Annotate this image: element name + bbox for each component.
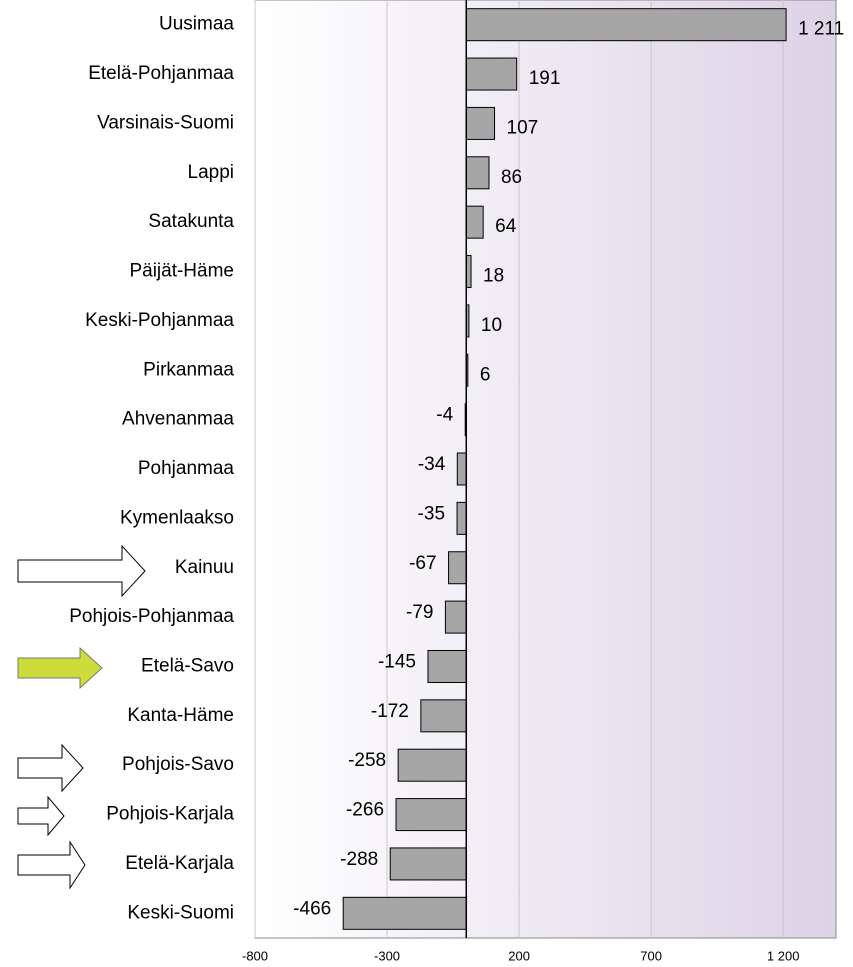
arrow — [17, 743, 84, 793]
bar — [444, 600, 467, 634]
x-tick-label: 700 — [640, 948, 662, 963]
bar — [456, 452, 467, 486]
category-label: Päijät-Häme — [129, 261, 234, 282]
value-label: -67 — [409, 553, 436, 574]
category-label: Lappi — [188, 162, 235, 183]
arrow — [17, 544, 146, 598]
bar — [456, 501, 467, 535]
value-label: -145 — [378, 651, 416, 672]
plot-area — [254, 0, 837, 939]
category-label: Pohjois-Karjala — [106, 804, 234, 825]
bar — [395, 798, 467, 832]
bar — [465, 57, 518, 91]
x-tick-label: 200 — [508, 948, 530, 963]
value-label: 6 — [480, 364, 491, 385]
bar — [427, 649, 467, 683]
grid — [254, 0, 784, 938]
category-label: Uusimaa — [159, 14, 234, 35]
bar — [465, 205, 484, 239]
bar — [397, 748, 467, 782]
value-label: 18 — [483, 266, 504, 287]
value-label: 86 — [501, 167, 522, 188]
value-label: 191 — [529, 68, 561, 89]
category-label: Kainuu — [175, 557, 234, 578]
value-label: 10 — [481, 315, 502, 336]
value-label: -288 — [340, 849, 378, 870]
x-tick-label: -800 — [242, 948, 268, 963]
value-label: -466 — [293, 898, 331, 919]
category-label: Pohjois-Savo — [122, 754, 234, 775]
category-label: Kanta-Häme — [127, 705, 234, 726]
value-label: 64 — [495, 216, 517, 237]
category-label: Satakunta — [148, 211, 234, 232]
value-label: -34 — [418, 454, 446, 475]
category-label: Etelä-Pohjanmaa — [88, 63, 234, 84]
category-label: Pohjanmaa — [138, 458, 235, 479]
arrow — [17, 840, 86, 890]
category-label: Keski-Pohjanmaa — [85, 310, 234, 331]
value-label: 1 211 — [798, 19, 844, 40]
x-tick-label: -300 — [374, 948, 400, 963]
bar — [448, 551, 467, 585]
value-label: -266 — [346, 800, 384, 821]
value-label: -258 — [348, 750, 386, 771]
value-label: 107 — [507, 117, 539, 138]
value-label: -79 — [406, 602, 433, 623]
category-label: Varsinais-Suomi — [97, 112, 234, 133]
x-tick-label: 1 200 — [767, 948, 800, 963]
category-label: Ahvenanmaa — [122, 409, 234, 430]
marks — [342, 0, 787, 938]
bar — [342, 896, 467, 930]
value-label: -35 — [418, 503, 445, 524]
category-label: Etelä-Karjala — [125, 853, 234, 874]
bar — [465, 156, 490, 190]
value-label: -172 — [371, 701, 409, 722]
value-label: -4 — [436, 405, 453, 426]
category-label: Pirkanmaa — [143, 359, 234, 380]
bar — [389, 847, 467, 881]
category-label: Keski-Suomi — [127, 902, 234, 923]
bar — [420, 699, 467, 733]
bar — [465, 106, 496, 140]
bar — [465, 8, 787, 42]
arrow — [17, 646, 103, 690]
category-label: Pohjois-Pohjanmaa — [69, 606, 234, 627]
arrow — [17, 795, 65, 837]
category-label: Etelä-Savo — [141, 655, 234, 676]
category-label: Kymenlaakso — [120, 507, 234, 528]
